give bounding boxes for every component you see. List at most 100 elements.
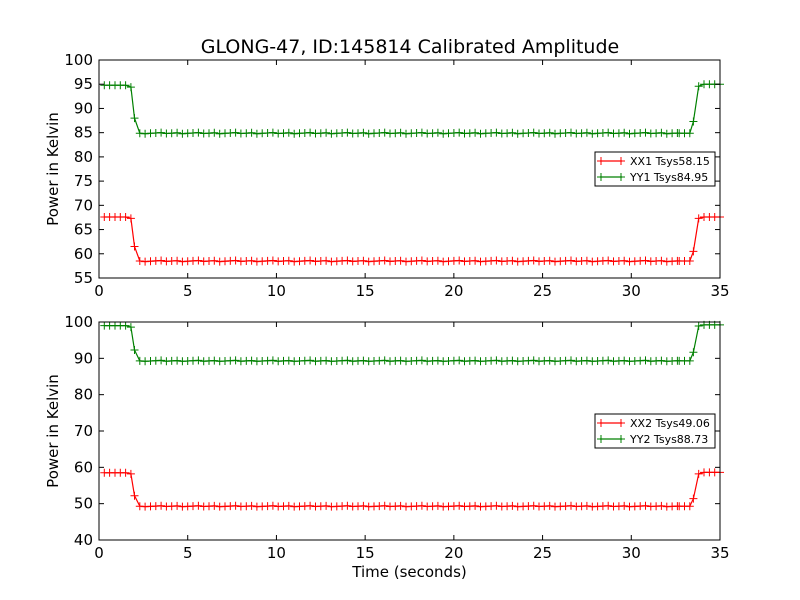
data-point-marker	[492, 256, 501, 265]
series-xx-1	[100, 213, 724, 266]
data-point-marker	[657, 256, 666, 265]
data-point-marker	[157, 256, 166, 265]
y-tick-label: 90	[74, 349, 93, 367]
data-point-marker	[582, 128, 591, 137]
legend-marker	[597, 435, 605, 443]
data-point-marker	[322, 501, 331, 510]
data-point-marker	[396, 501, 405, 510]
data-point-marker	[210, 128, 219, 137]
data-point-marker	[433, 128, 442, 137]
legend-marker	[617, 419, 625, 427]
legend-label: YY2 Tsys88.73	[629, 433, 708, 446]
y-tick-label: 75	[74, 172, 93, 190]
data-point-marker	[396, 128, 405, 137]
y-tick-label: 80	[74, 148, 93, 166]
data-point-marker	[689, 117, 698, 126]
data-point-marker	[210, 356, 219, 365]
data-point-marker	[247, 256, 256, 265]
data-point-marker	[343, 501, 352, 510]
data-point-marker	[471, 128, 480, 137]
legend-marker	[597, 157, 605, 165]
data-point-marker	[210, 256, 219, 265]
data-point-marker	[306, 256, 315, 265]
data-point-marker	[604, 256, 613, 265]
data-point-marker	[194, 128, 203, 137]
data-point-marker	[471, 501, 480, 510]
x-axis-label: Time (seconds)	[351, 563, 467, 581]
data-point-marker	[508, 501, 517, 510]
x-tick-label: 15	[356, 282, 375, 300]
data-point-marker	[417, 128, 426, 137]
data-point-marker	[567, 356, 575, 365]
data-point-marker	[322, 256, 331, 265]
data-point-marker	[231, 501, 240, 510]
x-tick-label: 30	[622, 544, 641, 562]
x-tick-label: 20	[444, 544, 463, 562]
data-point-marker	[306, 356, 315, 365]
data-point-marker	[126, 214, 135, 223]
data-point-marker	[657, 356, 666, 365]
data-point-marker	[545, 256, 554, 265]
data-point-marker	[396, 356, 405, 365]
data-point-marker	[604, 501, 613, 510]
y-tick-label: 70	[74, 422, 93, 440]
data-point-marker	[306, 501, 315, 510]
series-yy-2	[100, 320, 724, 366]
y-tick-label: 40	[74, 531, 93, 549]
data-point-marker	[396, 256, 405, 265]
y-tick-label: 55	[74, 269, 93, 287]
x-tick-label: 0	[94, 544, 104, 562]
data-point-marker	[284, 356, 293, 365]
data-point-marker	[247, 356, 256, 365]
data-point-marker	[685, 257, 694, 265]
data-point-marker	[508, 128, 517, 137]
data-point-marker	[268, 356, 277, 365]
data-point-marker	[231, 356, 240, 365]
data-point-marker	[359, 128, 368, 137]
x-tick-label: 15	[356, 544, 375, 562]
y-tick-label: 60	[74, 245, 93, 263]
data-point-marker	[685, 502, 694, 511]
data-point-marker	[343, 128, 352, 137]
data-point-marker	[657, 501, 666, 510]
data-point-marker	[268, 501, 277, 510]
data-point-marker	[492, 501, 501, 510]
data-point-marker	[157, 128, 166, 137]
data-point-marker	[471, 256, 480, 265]
y-tick-label: 80	[74, 386, 93, 404]
legend-marker	[617, 157, 625, 165]
plot-frame	[98, 59, 721, 279]
legend-marker	[617, 435, 625, 443]
x-tick-label: 25	[533, 544, 552, 562]
data-point-marker	[231, 256, 240, 265]
data-point-marker	[322, 128, 331, 137]
data-point-marker	[685, 129, 694, 138]
y-tick-label: 85	[74, 124, 93, 142]
x-tick-label: 35	[710, 282, 729, 300]
bottom-panel: 0 5 10 15 20 25 30 35 40 50 60 70 80 90 100 Power in Ke…	[44, 313, 730, 581]
data-point-marker	[173, 256, 182, 265]
data-point-marker	[545, 501, 554, 510]
data-point-marker	[126, 323, 135, 332]
data-point-marker	[455, 128, 464, 137]
data-point-marker	[157, 501, 166, 510]
data-point-marker	[417, 501, 426, 510]
data-point-marker	[529, 128, 538, 137]
x-tick-label: 35	[710, 544, 729, 562]
x-tick-label: 5	[183, 544, 193, 562]
data-point-marker	[694, 214, 703, 223]
data-point-marker	[641, 128, 650, 137]
data-point-marker	[689, 247, 698, 256]
data-point-marker	[121, 468, 130, 477]
x-tick-label: 30	[622, 282, 641, 300]
data-point-marker	[173, 501, 182, 510]
legend-label: YY1 Tsys84.95	[629, 171, 708, 184]
data-point-marker	[694, 469, 703, 478]
legend-item: XX2 Tsys49.06	[597, 417, 710, 430]
data-point-marker	[689, 494, 698, 503]
x-tick-label: 5	[183, 282, 193, 300]
data-point-marker	[126, 469, 135, 478]
y-tick-label: 70	[74, 196, 93, 214]
data-point-marker	[455, 501, 464, 510]
